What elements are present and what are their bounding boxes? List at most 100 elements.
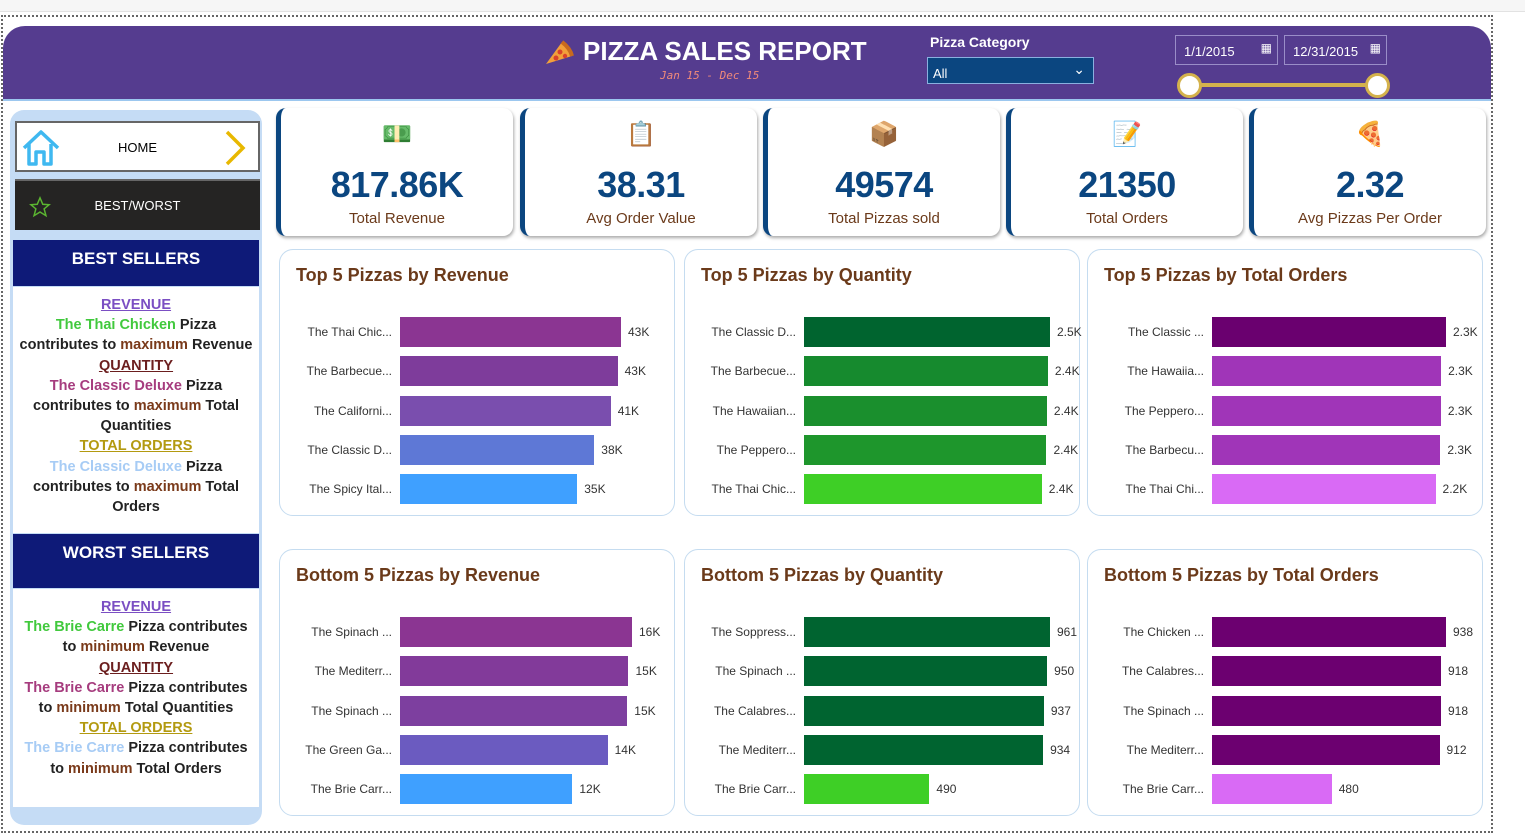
bar[interactable] bbox=[1212, 434, 1441, 465]
text: Revenue bbox=[144, 639, 210, 656]
bar[interactable] bbox=[400, 474, 578, 505]
category-label: The Chicken ... bbox=[1123, 625, 1204, 639]
bar[interactable] bbox=[804, 656, 1048, 687]
report-header bbox=[3, 26, 1491, 101]
bar[interactable] bbox=[400, 774, 573, 805]
bar[interactable] bbox=[804, 434, 1047, 465]
top-revenue-chart[interactable]: Top 5 Pizzas by Revenue The Thai Chic... 4… bbox=[279, 249, 675, 516]
data-label: 43K bbox=[628, 325, 650, 339]
calendar-icon[interactable]: ▦ bbox=[1369, 41, 1381, 55]
bar-row: The Mediterr... 912 bbox=[1088, 734, 1482, 765]
data-label: 918 bbox=[1448, 703, 1469, 718]
report-canvas bbox=[1, 15, 1493, 833]
star-icon bbox=[29, 196, 51, 218]
date-range-slider[interactable] bbox=[1190, 83, 1378, 87]
bar-row: The Thai Chi... 2.2K bbox=[1088, 474, 1482, 505]
category-label: The Calabres... bbox=[1121, 664, 1204, 679]
category-label: The Spinach ... bbox=[715, 664, 796, 679]
home-button[interactable]: HOME bbox=[15, 121, 260, 172]
bar[interactable] bbox=[1212, 656, 1441, 687]
text: minimum bbox=[80, 639, 145, 656]
pizza-category-dropdown[interactable]: All ⌄ bbox=[927, 57, 1094, 84]
category-label: The Brie Carr... bbox=[1122, 782, 1204, 797]
bar[interactable] bbox=[1212, 774, 1332, 805]
category-label: The Peppero... bbox=[1124, 403, 1204, 418]
bar[interactable] bbox=[400, 656, 629, 687]
data-label: 938 bbox=[1453, 625, 1474, 639]
slider-end-handle[interactable] bbox=[1365, 73, 1390, 98]
pizza-logo-icon bbox=[546, 40, 574, 64]
category-label: The Pepperо... bbox=[716, 442, 796, 457]
kpi-label: Total Orders bbox=[1086, 210, 1168, 227]
bar[interactable] bbox=[1212, 356, 1442, 387]
bar-row: The Hawaiia... 2.3K bbox=[1088, 356, 1482, 387]
bar[interactable] bbox=[400, 356, 618, 387]
category-label: The Spicy Ital... bbox=[309, 482, 392, 497]
bar[interactable] bbox=[400, 734, 608, 765]
bottom-quantity-chart[interactable]: Bottom 5 Pizzas by Quantity The Soppress.… bbox=[684, 549, 1080, 816]
category-label: The Soppress... bbox=[711, 625, 796, 639]
data-label: 950 bbox=[1054, 664, 1075, 679]
top-orders-chart[interactable]: Top 5 Pizzas by Total Orders The Classic … bbox=[1087, 249, 1483, 516]
top-toolbar bbox=[0, 0, 1525, 12]
bar-row: The Spinach ... 16K bbox=[280, 617, 674, 647]
bar[interactable] bbox=[1212, 734, 1440, 765]
clipboard-icon: 📋 bbox=[626, 121, 656, 148]
bar[interactable] bbox=[400, 617, 632, 647]
category-label: The Calabres... bbox=[713, 703, 796, 718]
bar[interactable] bbox=[400, 434, 595, 465]
worst-sellers-heading: WORST SELLERS bbox=[13, 534, 259, 588]
text: maximum bbox=[133, 478, 202, 495]
bar[interactable] bbox=[400, 395, 611, 426]
category-label: The Spinach ... bbox=[311, 625, 392, 639]
pizza-name: The Brie Carre bbox=[24, 619, 125, 636]
bar[interactable] bbox=[1212, 617, 1446, 647]
end-date-input[interactable]: 12/31/2015 ▦ bbox=[1284, 35, 1387, 65]
bar[interactable] bbox=[400, 695, 628, 726]
bar[interactable] bbox=[804, 695, 1044, 726]
kpi-value: 21350 bbox=[1078, 164, 1176, 205]
bar-row: The Barbecu... 2.3K bbox=[1088, 434, 1482, 465]
bar[interactable] bbox=[804, 317, 1050, 347]
bottom-orders-chart[interactable]: Bottom 5 Pizzas by Total Orders The Chick… bbox=[1087, 549, 1483, 816]
orders-heading: TOTAL ORDERS bbox=[79, 438, 193, 455]
data-label: 41K bbox=[617, 403, 640, 418]
text: contributes to bbox=[33, 398, 134, 415]
bar-row: The Mediterr... 934 bbox=[685, 734, 1079, 765]
text: Total Orders bbox=[112, 478, 239, 516]
bar[interactable] bbox=[1212, 695, 1441, 726]
bar[interactable] bbox=[1212, 474, 1436, 505]
bar-row: The Brie Carr... 490 bbox=[685, 774, 1079, 805]
pizza-name: The Brie Carre bbox=[24, 679, 125, 696]
bar-row: The Soppress... 961 bbox=[685, 617, 1079, 647]
category-label: The Mediterr... bbox=[1126, 742, 1204, 757]
slider-start-handle[interactable] bbox=[1177, 73, 1202, 98]
bar[interactable] bbox=[804, 774, 930, 805]
start-date-input[interactable]: 1/1/2015 ▦ bbox=[1175, 35, 1278, 65]
category-label: The Barbecue... bbox=[710, 364, 796, 379]
bottom-revenue-chart[interactable]: Bottom 5 Pizzas by Revenue The Spinach ..… bbox=[279, 549, 675, 816]
chart-title: Bottom 5 Pizzas by Quantity bbox=[701, 565, 944, 585]
bar[interactable] bbox=[804, 474, 1042, 505]
bar-row: The Spinach ... 15K bbox=[280, 695, 674, 726]
category-label: The Classic ... bbox=[1127, 325, 1204, 339]
data-label: 14K bbox=[614, 742, 636, 757]
top-quantity-chart[interactable]: Top 5 Pizzas by Quantity The Classic D...… bbox=[684, 249, 1082, 516]
bar[interactable] bbox=[400, 317, 621, 347]
best-worst-button[interactable]: BEST/WORST bbox=[15, 179, 260, 230]
kpi-avg-pizzas-per-order: 🍕 2.32 Avg Pizzas Per Order bbox=[1249, 108, 1486, 236]
kpi-label: Avg Order Value bbox=[586, 210, 696, 227]
bar[interactable] bbox=[1212, 395, 1441, 426]
text: Revenue bbox=[187, 337, 253, 354]
category-label: The Thai Chi... bbox=[1125, 482, 1204, 497]
category-label: The Brie Carr... bbox=[310, 782, 392, 797]
bar[interactable] bbox=[1212, 317, 1446, 347]
bar[interactable] bbox=[804, 617, 1050, 647]
calendar-icon[interactable]: ▦ bbox=[1260, 41, 1272, 55]
bar[interactable] bbox=[804, 395, 1047, 426]
bar-row: The Brie Carr... 12K bbox=[280, 774, 674, 805]
category-label: The Barbecu... bbox=[1125, 442, 1204, 457]
category-label: The Classic D... bbox=[711, 325, 796, 339]
bar[interactable] bbox=[804, 734, 1044, 765]
bar[interactable] bbox=[804, 356, 1048, 387]
